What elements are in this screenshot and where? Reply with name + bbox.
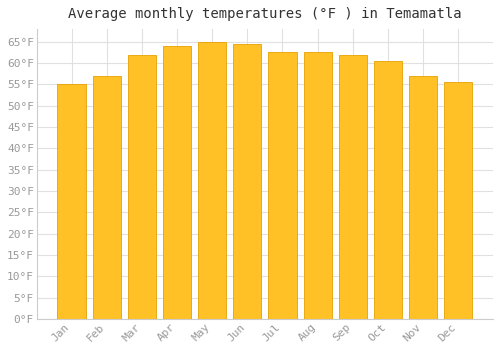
Bar: [58, 84, 86, 319]
Bar: [304, 52, 332, 319]
Bar: [409, 76, 437, 319]
Bar: [92, 76, 120, 319]
Bar: [233, 44, 262, 319]
Bar: [198, 42, 226, 319]
Bar: [444, 82, 472, 319]
Bar: [338, 55, 367, 319]
Bar: [374, 61, 402, 319]
Bar: [268, 52, 296, 319]
Bar: [163, 46, 191, 319]
Title: Average monthly temperatures (°F ) in Temamatla: Average monthly temperatures (°F ) in Te…: [68, 7, 462, 21]
Bar: [128, 55, 156, 319]
